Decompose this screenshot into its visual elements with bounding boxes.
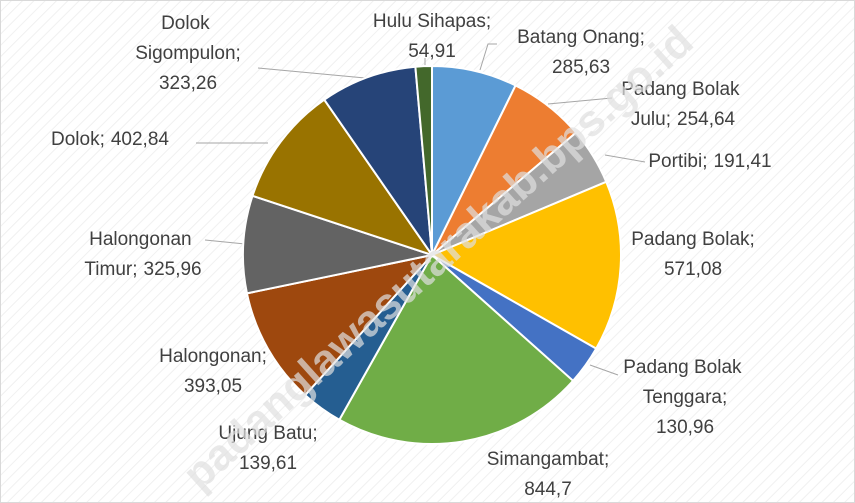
data-label: Padang Bolak; 571,08 (631, 229, 755, 280)
value-label: 393,05 (184, 376, 242, 397)
data-label: Batang Onang; 285,63 (517, 27, 645, 78)
value-label: 54,91 (408, 41, 456, 62)
data-label: Simangambat; 844,7 (487, 449, 610, 500)
category-label: Portibi; (648, 151, 707, 172)
slice (322, 65, 434, 259)
category-label: Halongonan Timur; (84, 229, 197, 280)
slice (414, 64, 433, 256)
slice (338, 253, 575, 445)
slice (251, 98, 435, 257)
data-label: Dolok Sigompulon; 323,26 (135, 13, 241, 94)
category-label: Batang Onang; (517, 27, 645, 48)
data-label: Dolok; 402,84 (51, 129, 169, 150)
value-label: 254,64 (677, 109, 736, 130)
data-label: Hulu Sihapas; 54,91 (373, 11, 491, 62)
value-label: 571,08 (664, 259, 722, 280)
category-label: Padang Bolak Tenggara; (623, 357, 747, 408)
category-label: Dolok; (51, 129, 105, 150)
leader-line (547, 97, 613, 105)
slice (245, 253, 435, 397)
value-label: 323,26 (159, 73, 217, 94)
leader-line (257, 67, 366, 79)
category-label: Halongonan; (159, 346, 267, 367)
leader-line (479, 43, 497, 71)
data-label: Halongonan; 393,05 (159, 346, 267, 397)
leader-line (589, 364, 619, 376)
value-label: 325,96 (144, 259, 202, 280)
value-label: 844,7 (524, 479, 572, 500)
value-label: 285,63 (552, 57, 610, 78)
slices (242, 64, 622, 445)
data-label: Ujung Batu; 139,61 (218, 423, 317, 474)
data-label: Halongonan Timur; 325,96 (84, 229, 201, 280)
leader-line (204, 239, 246, 245)
category-label: Padang Bolak Julu; (621, 79, 745, 130)
value-label: 130,96 (656, 417, 714, 438)
value-label: 402,84 (111, 129, 170, 150)
category-label: Dolok Sigompulon; (135, 13, 241, 64)
value-label: 191,41 (714, 151, 772, 172)
category-label: Ujung Batu; (218, 423, 317, 444)
category-label: Hulu Sihapas; (373, 11, 491, 32)
category-label: Simangambat; (487, 449, 610, 470)
category-label: Padang Bolak; (631, 229, 755, 250)
slice (429, 180, 622, 351)
slice (242, 194, 436, 295)
value-label: 139,61 (239, 453, 297, 474)
data-label: Padang Bolak Julu; 254,64 (621, 79, 745, 130)
data-label: Padang Bolak Tenggara; 130,96 (623, 357, 747, 438)
leader-line (604, 154, 646, 163)
data-label: Portibi; 191,41 (648, 151, 771, 172)
